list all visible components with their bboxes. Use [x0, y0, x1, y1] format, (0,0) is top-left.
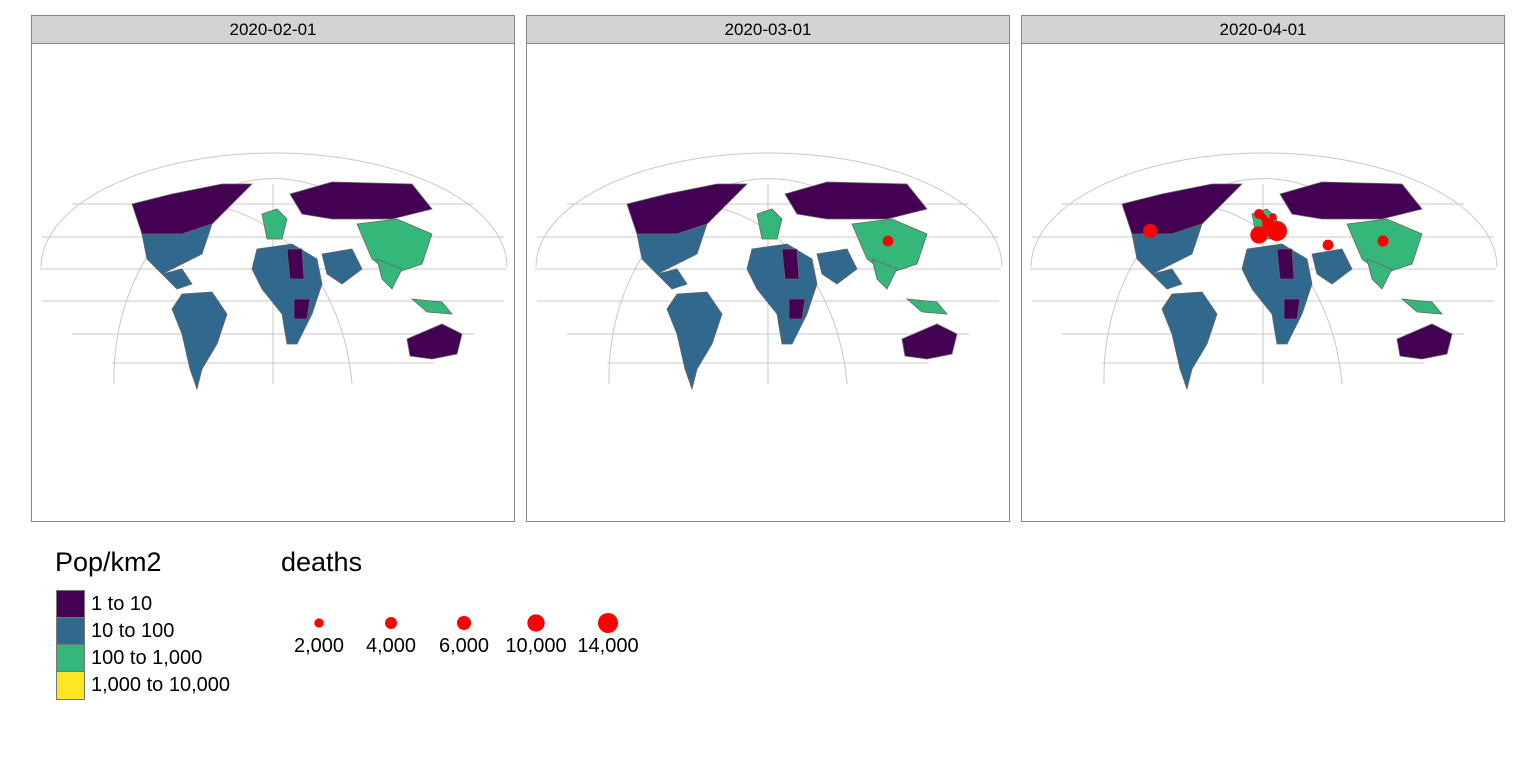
size-legend-dot	[527, 614, 545, 632]
countries	[131, 181, 463, 391]
panel-title: 2020-03-01	[527, 16, 1009, 44]
fill-label-3: 100 to 1,000	[91, 647, 203, 669]
fill-label-4: 1,000 to 10,000	[91, 674, 231, 696]
death-bubble-germany	[1269, 213, 1277, 221]
death-bubbles	[882, 235, 894, 247]
size-legend-dot	[314, 618, 324, 628]
world-map	[1030, 152, 1498, 391]
countries	[626, 181, 958, 391]
size-legend-dot	[456, 615, 472, 631]
size-legend-dot	[385, 617, 397, 629]
size-label-5: 14,000	[577, 635, 639, 657]
death-bubble-china	[1377, 235, 1389, 247]
world-map	[535, 152, 1003, 391]
death-bubble-spain	[1250, 226, 1268, 244]
fill-legend-title: Pop/km2	[55, 547, 162, 577]
fill-label-2: 10 to 100	[91, 620, 175, 642]
fill-key-1	[56, 590, 85, 619]
countries	[1121, 181, 1453, 391]
size-label-2: 4,000	[365, 635, 417, 657]
death-bubble-iran	[1322, 239, 1334, 251]
size-legend-dot	[598, 613, 618, 633]
fill-key-2	[56, 617, 85, 646]
death-bubble-china	[882, 235, 894, 247]
fill-label-1: 1 to 10	[91, 593, 153, 615]
death-bubble-usa	[1142, 223, 1158, 239]
panel-title: 2020-02-01	[32, 16, 514, 44]
size-label-1: 2,000	[293, 635, 345, 657]
panel-title: 2020-04-01	[1022, 16, 1504, 44]
map-panel-3: 2020-04-01	[1021, 15, 1505, 522]
map-panel-1: 2020-02-01	[31, 15, 515, 522]
world-map	[40, 152, 508, 391]
size-label-4: 10,000	[505, 635, 567, 657]
death-bubble-netherlands	[1260, 214, 1268, 222]
fill-key-3	[56, 644, 85, 673]
death-bubbles	[1142, 208, 1389, 251]
map-panel-2: 2020-03-01	[526, 15, 1010, 522]
size-label-3: 6,000	[438, 635, 490, 657]
size-legend-dots	[314, 613, 618, 633]
size-legend-title: deaths	[281, 547, 363, 577]
fill-key-4	[56, 671, 85, 700]
